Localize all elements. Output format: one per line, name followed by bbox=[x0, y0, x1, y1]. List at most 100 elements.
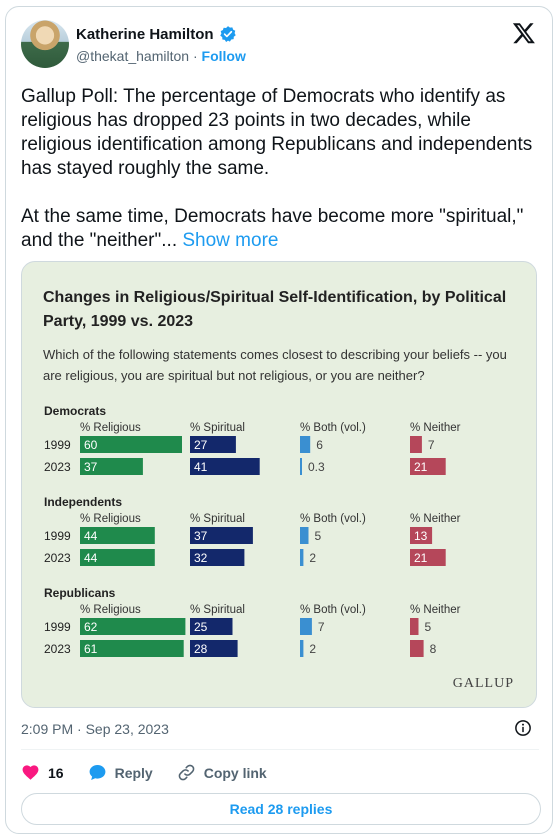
bar bbox=[300, 527, 309, 544]
bar bbox=[300, 436, 311, 453]
column-header: % Religious bbox=[80, 422, 141, 434]
bar bbox=[190, 527, 253, 544]
chart-subtitle: Which of the following statements comes … bbox=[43, 347, 507, 383]
bar bbox=[300, 458, 302, 475]
data-label: 32 bbox=[194, 551, 208, 565]
bar bbox=[80, 549, 155, 566]
reply-label: Reply bbox=[114, 764, 153, 781]
data-label: 5 bbox=[315, 529, 322, 543]
read-replies-button[interactable]: Read 28 replies bbox=[21, 793, 541, 825]
data-label: 28 bbox=[194, 642, 208, 656]
bar bbox=[190, 618, 233, 635]
bar bbox=[300, 549, 304, 566]
chart-canvas: Democrats % Religious % Spiritual % Both (v… bbox=[44, 404, 461, 657]
link-icon bbox=[178, 764, 195, 781]
bar bbox=[80, 458, 143, 475]
tweet-timestamp[interactable]: 2:09 PM · Sep 23, 2023 bbox=[21, 721, 169, 737]
data-label: 61 bbox=[84, 642, 98, 656]
avatar[interactable] bbox=[21, 20, 69, 68]
bar bbox=[80, 527, 155, 544]
column-header: % Religious bbox=[80, 513, 141, 525]
copy-link-label: Copy link bbox=[203, 764, 267, 781]
year-label: 1999 bbox=[44, 529, 71, 543]
data-label: 60 bbox=[84, 438, 98, 452]
data-label: 21 bbox=[414, 551, 428, 565]
author-name-row: Katherine Hamilton bbox=[76, 25, 237, 43]
info-icon[interactable] bbox=[514, 719, 532, 737]
show-more-link[interactable]: Show more bbox=[182, 230, 279, 251]
bar bbox=[300, 640, 304, 657]
bar bbox=[190, 640, 238, 657]
year-label: 1999 bbox=[44, 620, 71, 634]
data-label: 2 bbox=[309, 642, 316, 656]
action-bar: 16 Reply Copy link bbox=[21, 763, 291, 782]
chart-title: Changes in Religious/Spiritual Self-Iden… bbox=[43, 289, 507, 330]
like-button[interactable]: 16 bbox=[21, 763, 64, 782]
author-handle[interactable]: @thekat_hamilton bbox=[76, 48, 190, 64]
data-label: 44 bbox=[84, 529, 98, 543]
column-header: % Neither bbox=[410, 513, 461, 525]
x-logo-icon[interactable] bbox=[512, 21, 536, 45]
bar bbox=[190, 436, 236, 453]
data-label: 8 bbox=[430, 642, 437, 656]
data-label: 5 bbox=[425, 620, 432, 634]
group-label: Democrats bbox=[44, 404, 106, 418]
data-label: 44 bbox=[84, 551, 98, 565]
bar bbox=[80, 618, 186, 635]
follow-button[interactable]: Follow bbox=[201, 48, 246, 64]
copy-link-button[interactable]: Copy link bbox=[177, 763, 267, 782]
bar bbox=[410, 549, 446, 566]
column-header: % Neither bbox=[410, 604, 461, 616]
year-label: 2023 bbox=[44, 551, 71, 565]
tweet-media-chart[interactable]: Changes in Religious/Spiritual Self-Iden… bbox=[21, 261, 537, 708]
data-label: 37 bbox=[194, 529, 208, 543]
gallup-logo: GALLUP bbox=[452, 676, 514, 691]
data-label: 27 bbox=[194, 438, 208, 452]
tweet-body: Gallup Poll: The percentage of Democrats… bbox=[21, 86, 533, 251]
column-header: % Both (vol.) bbox=[300, 604, 366, 616]
bar bbox=[410, 436, 422, 453]
data-label: 6 bbox=[316, 438, 323, 452]
bar bbox=[190, 549, 245, 566]
year-label: 2023 bbox=[44, 642, 71, 656]
data-label: 25 bbox=[194, 620, 208, 634]
data-label: 7 bbox=[428, 438, 435, 452]
data-label: 0.3 bbox=[308, 460, 325, 474]
data-label: 7 bbox=[318, 620, 325, 634]
bar bbox=[410, 527, 433, 544]
group-label: Independents bbox=[44, 495, 122, 509]
divider bbox=[21, 749, 539, 750]
author-name[interactable]: Katherine Hamilton bbox=[76, 25, 214, 43]
tweet-card: Katherine Hamilton @thekat_hamilton · Fo… bbox=[5, 6, 553, 834]
author-handle-row: @thekat_hamilton · Follow bbox=[76, 48, 246, 64]
reply-bubble-icon bbox=[89, 764, 105, 781]
bar bbox=[80, 640, 184, 657]
year-label: 2023 bbox=[44, 460, 71, 474]
verified-badge-icon bbox=[219, 26, 236, 42]
bar bbox=[410, 640, 424, 657]
bar bbox=[190, 458, 260, 475]
group-label: Republicans bbox=[44, 586, 116, 600]
column-header: % Neither bbox=[410, 422, 461, 434]
tweet-text: Gallup Poll: The percentage of Democrats… bbox=[21, 85, 541, 253]
handle-separator: · bbox=[192, 48, 198, 64]
bar bbox=[410, 618, 419, 635]
data-label: 13 bbox=[414, 529, 428, 543]
heart-icon bbox=[22, 765, 39, 780]
column-header: % Religious bbox=[80, 604, 141, 616]
column-header: % Spiritual bbox=[190, 604, 245, 616]
column-header: % Spiritual bbox=[190, 513, 245, 525]
reply-button[interactable]: Reply bbox=[88, 763, 153, 782]
data-label: 21 bbox=[414, 460, 428, 474]
data-label: 37 bbox=[84, 460, 98, 474]
data-label: 62 bbox=[84, 620, 98, 634]
bar bbox=[300, 618, 312, 635]
column-header: % Both (vol.) bbox=[300, 422, 366, 434]
data-label: 2 bbox=[309, 551, 316, 565]
column-header: % Both (vol.) bbox=[300, 513, 366, 525]
data-label: 41 bbox=[194, 460, 208, 474]
bar bbox=[80, 436, 182, 453]
year-label: 1999 bbox=[44, 438, 71, 452]
like-count: 16 bbox=[48, 764, 64, 781]
column-header: % Spiritual bbox=[190, 422, 245, 434]
